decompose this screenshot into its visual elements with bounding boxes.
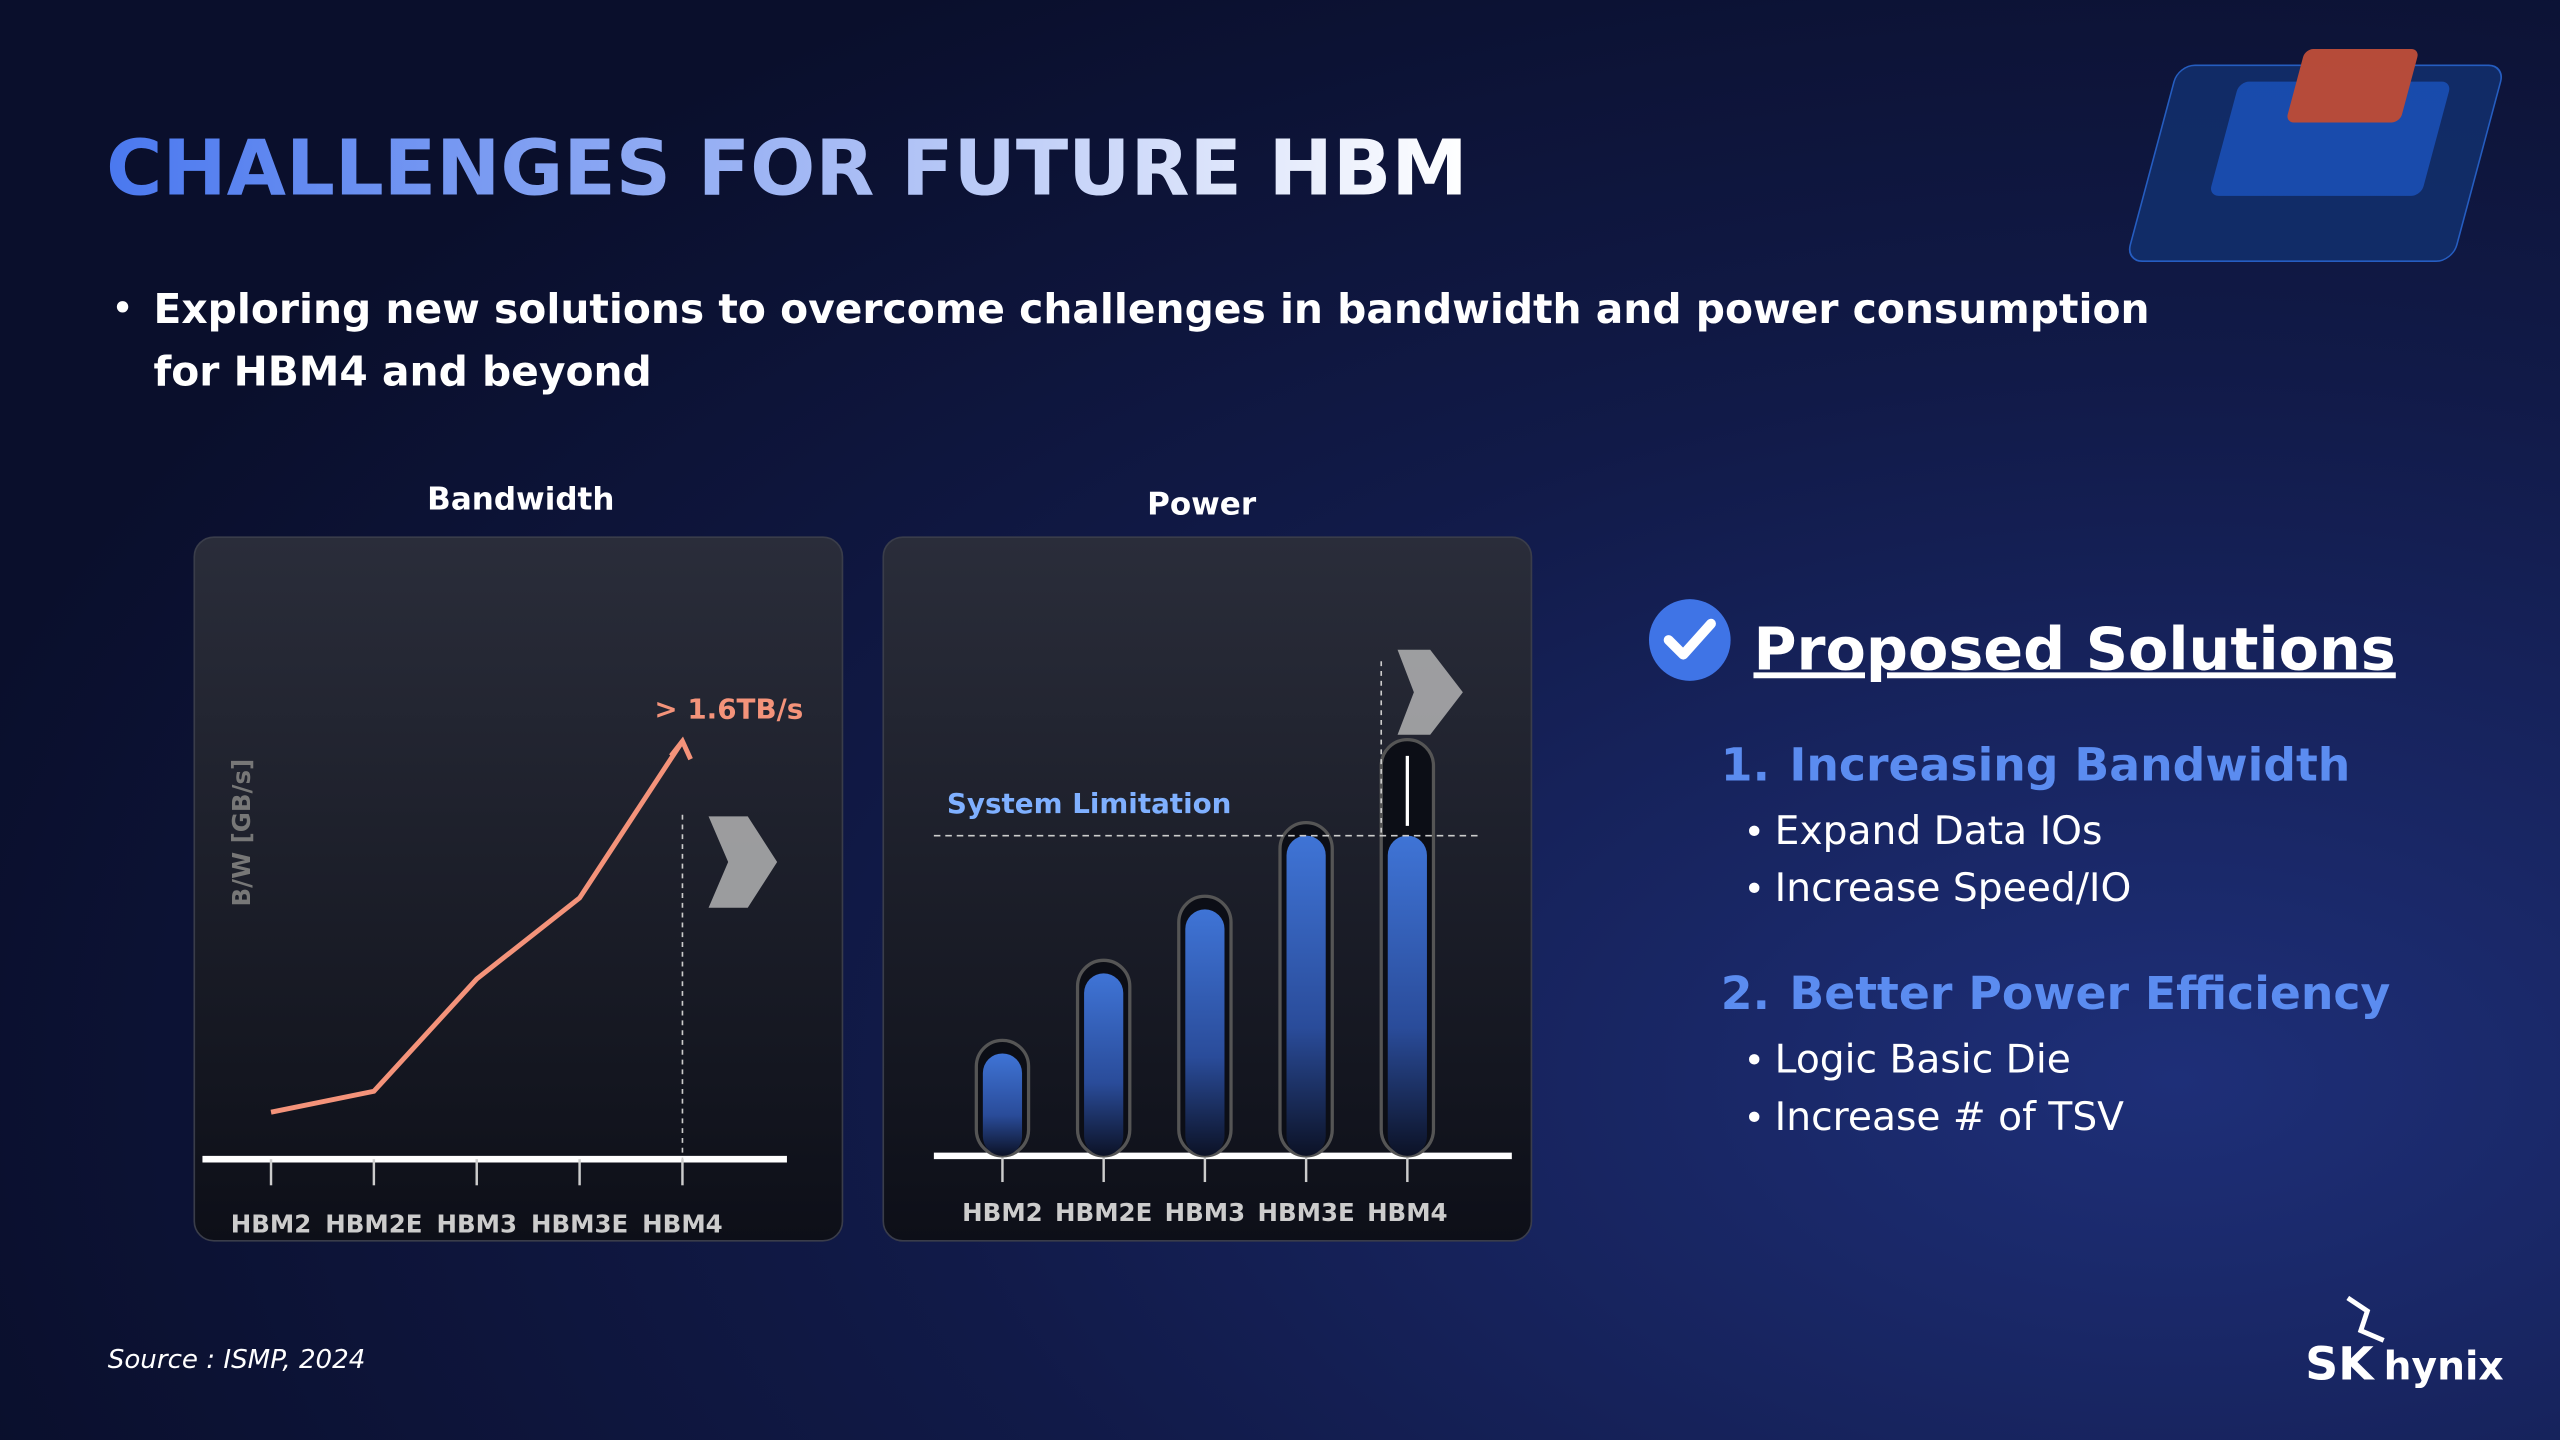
chart-title: Bandwidth	[427, 481, 614, 517]
x-tick-label: HBM4	[1367, 1198, 1448, 1227]
source: Source : ISMP, 2024	[108, 1345, 366, 1375]
item-title: Better Power Efficiency	[1789, 967, 2390, 1020]
point-text: Increase # of TSV	[1775, 1095, 2124, 1140]
x-tick-label: HBM2	[962, 1198, 1043, 1227]
item-number: 2.	[1721, 967, 1770, 1020]
chart-panel	[882, 536, 1533, 1242]
chip-illustration	[2128, 48, 2502, 263]
bullet-dot: •	[111, 287, 134, 332]
bar	[1387, 835, 1427, 1156]
limit-label: System Limitation	[947, 787, 1231, 820]
x-tick-label: HBM4	[642, 1210, 723, 1239]
y-axis-label: B/W [GB/s]	[227, 759, 256, 907]
bar	[982, 1053, 1023, 1156]
value-label: > 1.6TB/s	[654, 692, 803, 725]
chart-title: Power	[1147, 486, 1257, 522]
forward-arrow	[1397, 649, 1463, 735]
point-text: Increase Speed/IO	[1775, 866, 2132, 911]
slide-title: CHALLENGES FOR FUTURE HBM	[106, 124, 1468, 213]
logo-brand: SK	[2305, 1338, 2375, 1391]
point-dot: •	[1744, 812, 1765, 853]
forward-arrow	[708, 816, 778, 908]
line	[270, 739, 685, 1115]
x-tick-label: HBM2E	[1055, 1198, 1152, 1227]
solutions-list: 1. Increasing Bandwidth• Expand Data IOs• I…	[1721, 738, 2390, 1139]
point-text: Expand Data IOs	[1775, 809, 2103, 854]
bullet-text: for HBM4 and beyond	[153, 347, 651, 395]
item-title: Increasing Bandwidth	[1789, 738, 2350, 791]
x-tick-label: HBM3E	[1258, 1198, 1355, 1227]
point-dot: •	[1744, 1098, 1765, 1139]
x-tick-label: HBM3	[1165, 1198, 1246, 1227]
x-tick-label: HBM2E	[325, 1210, 422, 1239]
chart-panel	[193, 536, 844, 1242]
bar	[1185, 909, 1225, 1156]
check-mark	[1663, 618, 1716, 660]
bar	[1084, 973, 1124, 1156]
item-number: 1.	[1721, 738, 1770, 791]
x-tick-label: HBM2	[231, 1210, 312, 1239]
point-dot: •	[1744, 1041, 1765, 1082]
x-tick-label: HBM3E	[531, 1210, 628, 1239]
logo-mark	[2346, 1295, 2385, 1343]
logo-name: hynix	[2384, 1345, 2504, 1390]
bullet-text: Exploring new solutions to overcome chal…	[153, 285, 2149, 333]
point-text: Logic Basic Die	[1775, 1038, 2071, 1083]
solutions-title: Proposed Solutions	[1753, 614, 2395, 683]
point-dot: •	[1744, 869, 1765, 910]
arrow-head	[669, 736, 693, 761]
check-icon	[1648, 599, 1731, 681]
bar	[1286, 835, 1326, 1156]
x-tick-label: HBM3	[436, 1210, 517, 1239]
